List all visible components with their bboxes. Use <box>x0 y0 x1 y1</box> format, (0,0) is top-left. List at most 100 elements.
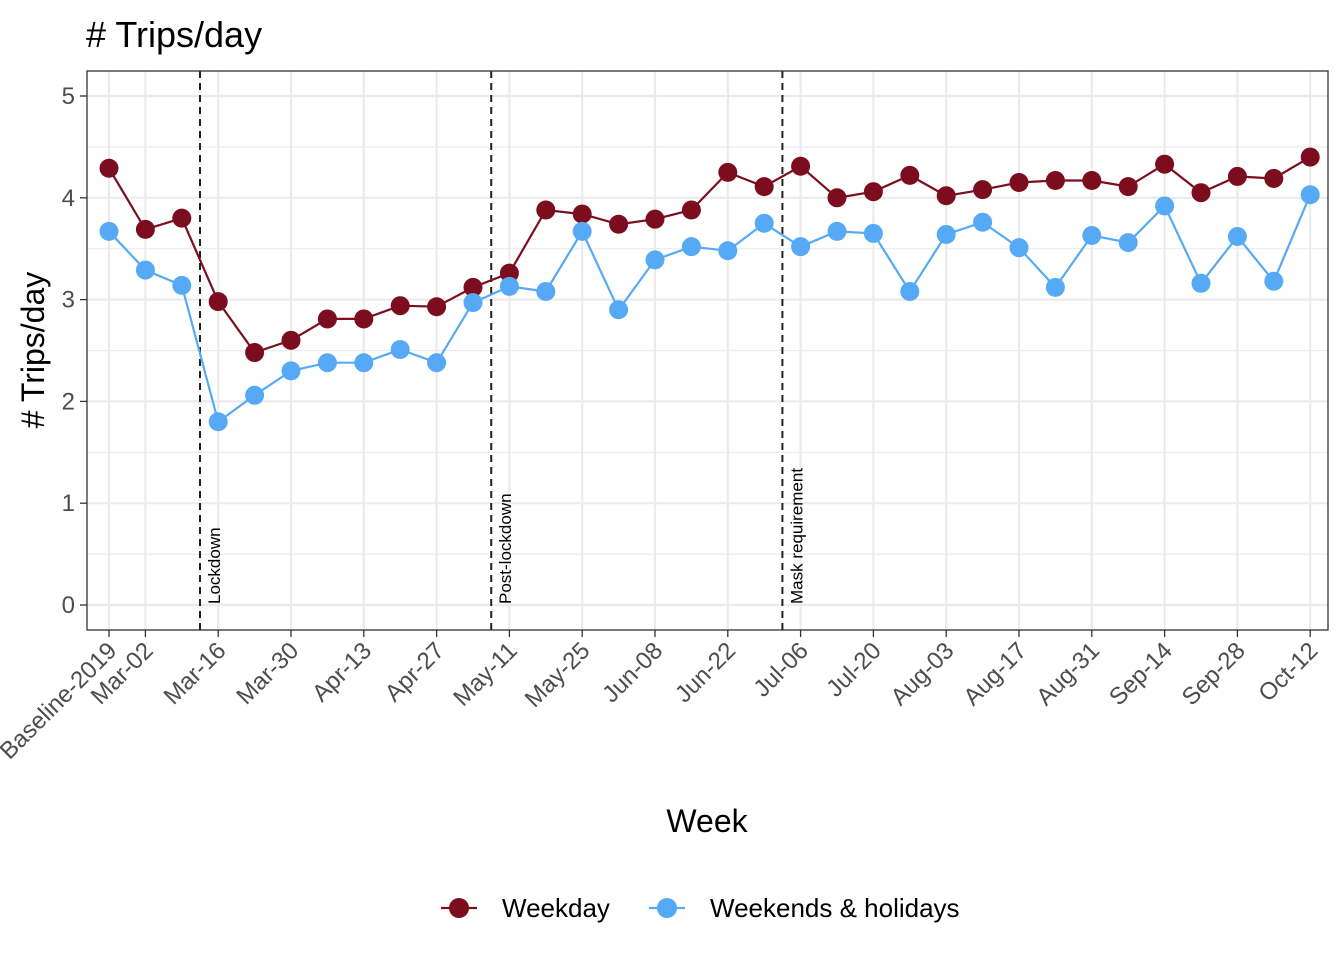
data-point <box>827 188 847 208</box>
data-point <box>172 275 192 295</box>
data-point <box>1264 168 1284 188</box>
data-point <box>900 165 920 185</box>
data-point <box>791 237 811 257</box>
legend-label: Weekday <box>502 893 610 923</box>
legend-item-1: Weekends & holidays <box>649 893 960 923</box>
data-point <box>973 212 993 232</box>
x-tick-label: Jul-06 <box>749 637 814 702</box>
data-point <box>354 309 374 329</box>
data-point <box>718 241 738 261</box>
data-point <box>427 297 447 317</box>
x-tick-label: Aug-03 <box>886 637 960 711</box>
data-point <box>390 339 410 359</box>
data-point <box>1009 173 1029 193</box>
y-tick-label: 4 <box>62 185 75 212</box>
data-point <box>1155 196 1175 216</box>
x-tick-label: Oct-12 <box>1253 637 1323 707</box>
data-point <box>208 412 228 432</box>
data-point <box>1082 170 1102 190</box>
series-1 <box>99 185 1320 432</box>
data-point <box>427 353 447 373</box>
data-point <box>99 158 119 178</box>
data-point <box>754 213 774 233</box>
data-point <box>572 221 592 241</box>
data-point <box>536 281 556 301</box>
chart-title: # Trips/day <box>86 14 262 55</box>
data-point <box>1300 185 1320 205</box>
data-point <box>1191 273 1211 293</box>
data-point <box>973 180 993 200</box>
data-point <box>863 223 883 243</box>
series-0 <box>99 147 1320 363</box>
data-point <box>572 204 592 224</box>
data-point <box>718 162 738 182</box>
legend-item-0: Weekday <box>441 893 610 923</box>
x-tick-label: Mar-30 <box>231 637 304 710</box>
x-tick-label: May-25 <box>520 637 596 713</box>
data-point <box>1155 154 1175 174</box>
data-point <box>936 224 956 244</box>
x-tick-label: Sep-28 <box>1177 637 1251 711</box>
legend-label: Weekends & holidays <box>710 893 960 923</box>
data-point <box>1191 183 1211 203</box>
x-tick-label: May-11 <box>448 637 522 711</box>
x-tick-label: Jun-08 <box>597 637 668 708</box>
data-point <box>135 260 155 280</box>
event-label: Mask requirement <box>787 468 806 604</box>
y-tick-label: 3 <box>62 287 75 314</box>
data-point <box>900 281 920 301</box>
data-point <box>1300 147 1320 167</box>
data-point <box>936 186 956 206</box>
y-tick-label: 0 <box>62 592 75 619</box>
y-tick-label: 5 <box>62 83 75 110</box>
plot-panel-border <box>86 70 1329 631</box>
event-label: Lockdown <box>205 527 224 604</box>
data-point <box>1227 226 1247 246</box>
x-tick-label: Sep-14 <box>1104 637 1178 711</box>
data-point <box>1118 177 1138 197</box>
data-point <box>827 221 847 241</box>
x-tick-label: Jul-20 <box>821 637 886 702</box>
y-axis: 0 1 2 3 4 5 <box>62 83 87 619</box>
legend-key-point <box>449 898 469 918</box>
data-point <box>645 250 665 270</box>
legend: Weekday Weekends & holidays <box>441 893 960 923</box>
legend-key-point <box>657 898 677 918</box>
data-point <box>1045 170 1065 190</box>
data-point <box>499 276 519 296</box>
data-point <box>208 292 228 312</box>
y-tick-label: 1 <box>62 490 75 517</box>
data-point <box>499 263 519 283</box>
x-tick-label: Jun-22 <box>670 637 741 708</box>
data-point <box>536 200 556 220</box>
data-point <box>1227 166 1247 186</box>
data-point <box>245 343 265 363</box>
data-point <box>1118 233 1138 253</box>
x-tick-label: Mar-16 <box>159 637 232 710</box>
data-point <box>172 208 192 228</box>
x-tick-label: Aug-31 <box>1031 637 1105 711</box>
y-axis-title: # Trips/day <box>15 272 51 429</box>
series-line <box>108 194 1312 424</box>
data-point <box>791 156 811 176</box>
data-point <box>135 219 155 239</box>
data-point <box>245 385 265 405</box>
data-point <box>681 237 701 257</box>
data-series <box>99 147 1320 432</box>
data-point <box>609 300 629 320</box>
data-point <box>609 214 629 234</box>
series-line <box>108 156 1311 354</box>
y-tick-label: 2 <box>62 388 75 415</box>
x-tick-label: Apr-13 <box>307 637 377 707</box>
event-label: Post-lockdown <box>496 493 515 604</box>
data-point <box>1264 271 1284 291</box>
x-axis-title: Week <box>666 803 748 839</box>
data-point <box>390 296 410 316</box>
data-point <box>317 353 337 373</box>
data-point <box>463 277 483 297</box>
data-point <box>681 200 701 220</box>
data-point <box>754 177 774 197</box>
x-tick-label: Aug-17 <box>958 637 1032 711</box>
data-point <box>317 309 337 329</box>
